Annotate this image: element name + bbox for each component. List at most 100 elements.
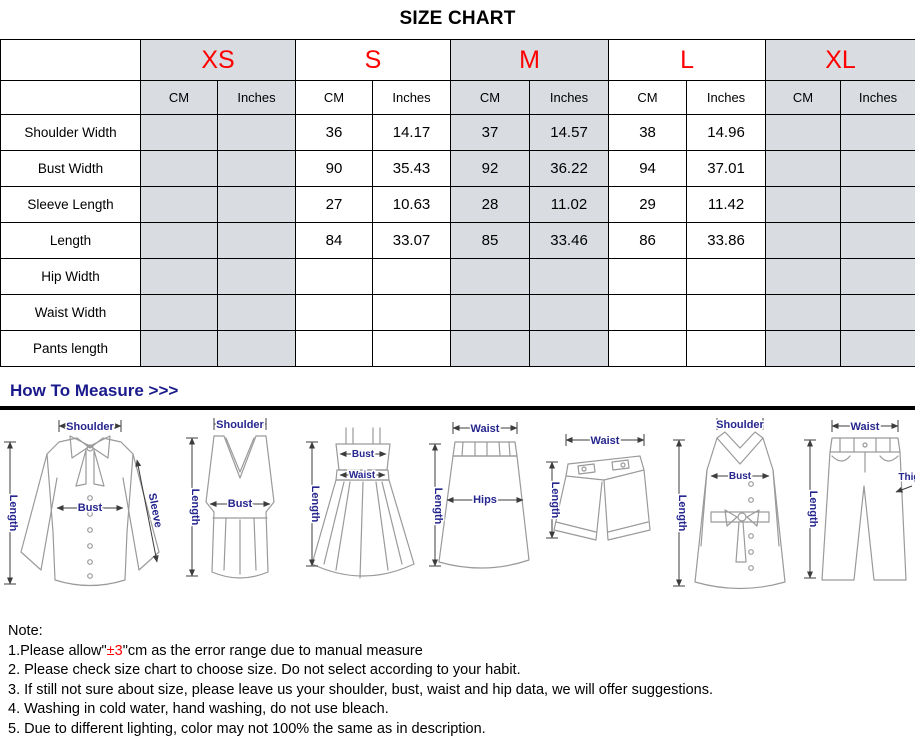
cell: 33.86 <box>686 222 767 259</box>
note-highlight: ±3 <box>106 642 123 659</box>
cell <box>529 330 610 367</box>
label-length: Length <box>432 488 444 525</box>
row-label: Length <box>0 222 141 259</box>
cell <box>686 330 767 367</box>
diagram-dress: Bust Waist Length <box>306 427 415 579</box>
cell: 27 <box>295 186 374 223</box>
row-label: Shoulder Width <box>0 114 141 151</box>
label-shoulder: Shoulder <box>66 421 114 433</box>
how-to-measure-heading: How To Measure >>> <box>10 381 179 400</box>
table-row-pants-length: Pants length <box>0 330 915 367</box>
cell <box>529 294 610 331</box>
label-bust: Bust <box>352 449 375 460</box>
divider-rule <box>0 406 915 410</box>
label-length: Length <box>309 486 321 523</box>
cell <box>140 294 218 331</box>
cell <box>295 330 374 367</box>
cell <box>140 222 218 259</box>
size-header-l: L <box>608 39 767 81</box>
cell <box>216 150 297 187</box>
label-length: Length <box>807 491 819 528</box>
table-row-bust-width: Bust Width 90 35.43 92 36.22 94 37.01 <box>0 150 915 187</box>
label-waist: Waist <box>591 435 620 447</box>
row-label: Hip Width <box>0 258 141 295</box>
cell: 38 <box>608 114 688 151</box>
cell <box>686 294 767 331</box>
cell <box>295 294 374 331</box>
label-waist: Waist <box>471 423 500 435</box>
unit-header: Inches <box>840 80 915 115</box>
label-thigh: Thigh <box>898 472 915 483</box>
cell <box>295 258 374 295</box>
size-header-s: S <box>295 39 452 81</box>
cell <box>216 114 297 151</box>
cell <box>840 222 915 259</box>
notes-heading: Note: <box>8 623 43 639</box>
unit-header: Inches <box>216 80 297 115</box>
cell <box>140 186 218 223</box>
cell: 14.17 <box>372 114 452 151</box>
label-length: Length <box>676 495 688 532</box>
unit-header: CM <box>450 80 531 115</box>
cell <box>840 186 915 223</box>
cell <box>216 330 297 367</box>
label-length: Length <box>7 495 19 532</box>
note-item-3: 3. If still not sure about size, please … <box>8 681 713 698</box>
note-item-4: 4. Washing in cold water, hand washing, … <box>8 701 389 717</box>
cell: 33.07 <box>372 222 452 259</box>
cell: 90 <box>295 150 374 187</box>
cell: 86 <box>608 222 688 259</box>
unit-header: CM <box>295 80 374 115</box>
unit-header: Inches <box>686 80 767 115</box>
table-row-shoulder-width: Shoulder Width 36 14.17 37 14.57 38 14.9… <box>0 114 915 151</box>
cell <box>372 258 452 295</box>
cell <box>686 258 767 295</box>
diagram-shorts: Waist Length <box>546 434 651 541</box>
cell: 84 <box>295 222 374 259</box>
cell <box>450 258 531 295</box>
cell <box>529 258 610 295</box>
size-header-xs: XS <box>139 39 297 81</box>
diagram-pants: Waist Length Thigh <box>804 420 915 581</box>
label-shoulder: Shoulder <box>216 419 264 431</box>
unit-header: Inches <box>529 80 610 115</box>
cell <box>216 258 297 295</box>
cell: 37.01 <box>686 150 767 187</box>
cell <box>765 330 842 367</box>
label-bust: Bust <box>78 502 103 514</box>
cell <box>140 114 218 151</box>
cell <box>765 258 842 295</box>
cell <box>140 330 218 367</box>
table-row-length: Length 84 33.07 85 33.46 86 33.86 <box>0 222 915 259</box>
size-header-xl: XL <box>765 39 915 81</box>
cell: 35.43 <box>372 150 452 187</box>
cell: 33.46 <box>529 222 610 259</box>
table-row-waist-width: Waist Width <box>0 294 915 331</box>
cell: 36 <box>295 114 374 151</box>
unit-header: CM <box>765 80 842 115</box>
diagram-skirt: Waist Hips Length <box>429 422 530 569</box>
cell <box>140 150 218 187</box>
cell <box>372 330 452 367</box>
cell <box>140 258 218 295</box>
label-shoulder: Shoulder <box>716 419 764 431</box>
cell <box>840 150 915 187</box>
cell <box>765 294 842 331</box>
cell <box>216 186 297 223</box>
cell <box>608 258 688 295</box>
row-label: Sleeve Length <box>0 186 141 223</box>
measure-diagrams: Shoulder Length Bust Sleeve Shoulder Len… <box>0 410 915 614</box>
cell <box>765 114 842 151</box>
cell: 37 <box>450 114 531 151</box>
size-header-m: M <box>450 39 610 81</box>
diagram-coat: Shoulder Bust Length <box>673 418 786 590</box>
size-chart-table: XS S M L XL CM Inches CM Inches CM Inche… <box>0 39 915 367</box>
unit-header: CM <box>140 80 218 115</box>
cell: 85 <box>450 222 531 259</box>
cell <box>216 294 297 331</box>
unit-header: CM <box>608 80 688 115</box>
label-length: Length <box>189 489 201 526</box>
cell: 11.02 <box>529 186 610 223</box>
label-length: Length <box>549 482 561 519</box>
label-waist: Waist <box>851 421 880 433</box>
